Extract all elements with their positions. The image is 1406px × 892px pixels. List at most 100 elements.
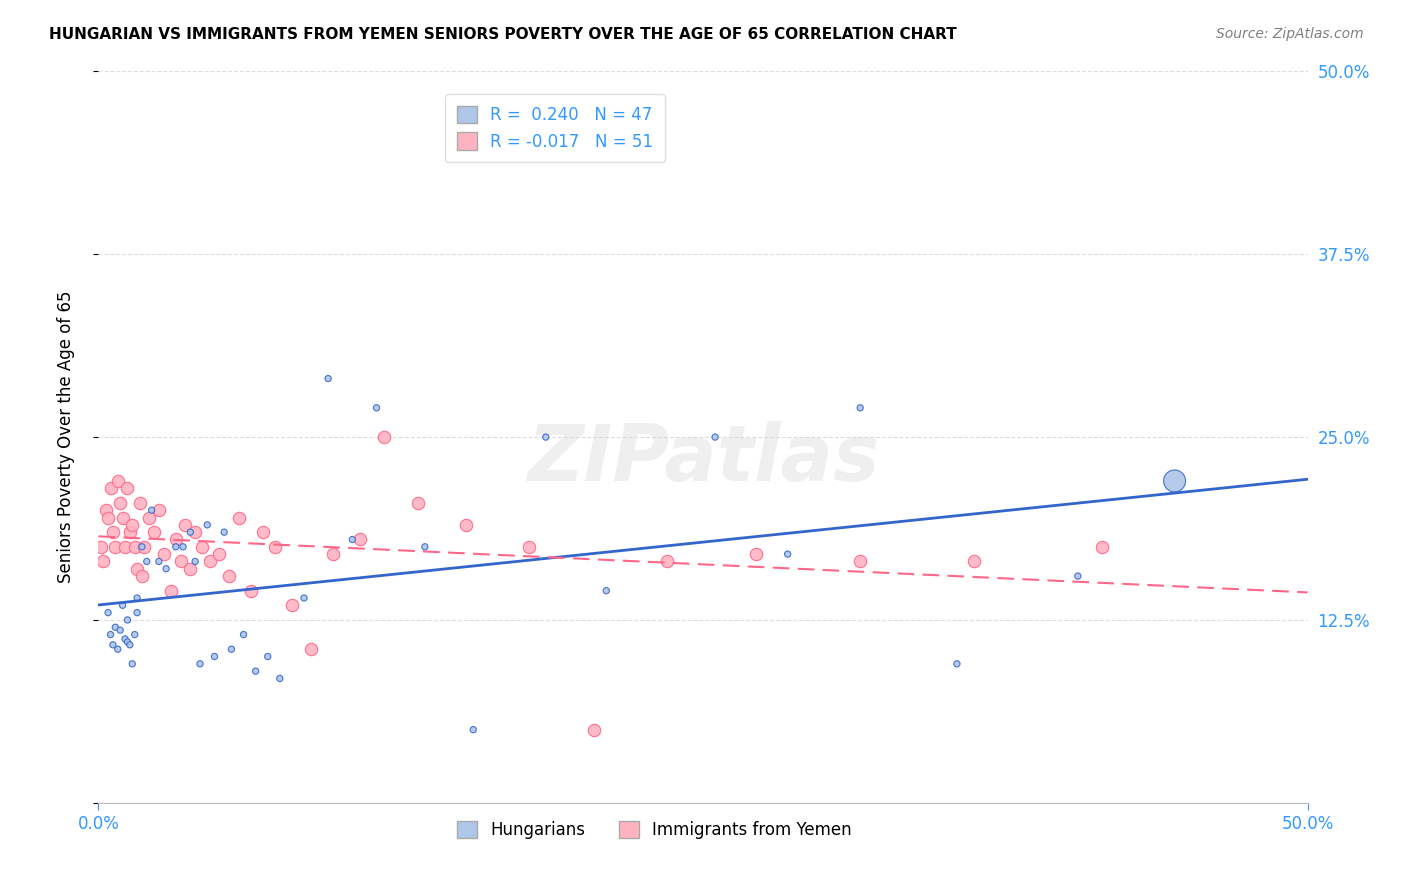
Point <box>218 569 240 583</box>
Point <box>179 525 201 540</box>
Text: ZIPatlas: ZIPatlas <box>527 421 879 497</box>
Point <box>849 554 872 568</box>
Point <box>463 723 485 737</box>
Point <box>198 554 221 568</box>
Point <box>583 723 606 737</box>
Text: Source: ZipAtlas.com: Source: ZipAtlas.com <box>1216 27 1364 41</box>
Point <box>152 547 174 561</box>
Point <box>114 540 136 554</box>
Y-axis label: Seniors Poverty Over the Age of 65: Seniors Poverty Over the Age of 65 <box>56 291 75 583</box>
Point <box>172 540 194 554</box>
Text: HUNGARIAN VS IMMIGRANTS FROM YEMEN SENIORS POVERTY OVER THE AGE OF 65 CORRELATIO: HUNGARIAN VS IMMIGRANTS FROM YEMEN SENIO… <box>49 27 957 42</box>
Point <box>138 510 160 524</box>
Point <box>101 525 124 540</box>
Point <box>141 503 163 517</box>
Point <box>179 562 201 576</box>
Point <box>1091 540 1114 554</box>
Point <box>534 430 557 444</box>
Point <box>195 517 218 532</box>
Point <box>118 638 141 652</box>
Point <box>104 540 127 554</box>
Point <box>104 620 127 634</box>
Point <box>963 554 986 568</box>
Point <box>108 496 131 510</box>
Point <box>256 649 278 664</box>
Point <box>517 540 540 554</box>
Point <box>111 599 134 613</box>
Point <box>184 554 207 568</box>
Point <box>281 599 304 613</box>
Point <box>155 562 177 576</box>
Point <box>239 583 262 598</box>
Point <box>127 606 149 620</box>
Point <box>349 533 371 547</box>
Point <box>704 430 727 444</box>
Point <box>299 642 322 657</box>
Point <box>124 627 146 641</box>
Point <box>91 554 114 568</box>
Point <box>406 496 429 510</box>
Point <box>127 562 149 576</box>
Point <box>191 540 214 554</box>
Point <box>101 638 124 652</box>
Point <box>90 540 112 554</box>
Point <box>94 503 117 517</box>
Point <box>228 510 250 524</box>
Point <box>131 569 153 583</box>
Point <box>946 657 969 671</box>
Point <box>160 583 183 598</box>
Point <box>269 672 291 686</box>
Point <box>118 525 141 540</box>
Point <box>107 642 129 657</box>
Point <box>97 606 120 620</box>
Point <box>169 554 191 568</box>
Point <box>121 517 143 532</box>
Legend: Hungarians, Immigrants from Yemen: Hungarians, Immigrants from Yemen <box>451 814 859 846</box>
Point <box>131 540 153 554</box>
Point <box>366 401 388 415</box>
Point <box>107 474 129 488</box>
Point <box>128 496 150 510</box>
Point <box>745 547 768 561</box>
Point <box>121 657 143 671</box>
Point <box>208 547 231 561</box>
Point <box>373 430 395 444</box>
Point <box>188 657 211 671</box>
Point <box>100 627 122 641</box>
Point <box>135 554 157 568</box>
Point <box>1067 569 1090 583</box>
Point <box>108 623 131 637</box>
Point <box>148 554 170 568</box>
Point <box>117 613 139 627</box>
Point <box>322 547 344 561</box>
Point <box>127 591 149 605</box>
Point <box>454 517 477 532</box>
Point <box>655 554 678 568</box>
Point <box>134 540 156 554</box>
Point <box>117 635 139 649</box>
Point <box>117 481 139 495</box>
Point <box>849 401 872 415</box>
Point <box>252 525 274 540</box>
Point <box>100 481 122 495</box>
Point <box>292 591 315 605</box>
Point <box>221 642 243 657</box>
Point <box>595 583 617 598</box>
Point <box>245 664 267 678</box>
Point <box>413 540 436 554</box>
Point <box>165 533 187 547</box>
Point <box>148 503 170 517</box>
Point <box>97 510 120 524</box>
Point <box>1163 474 1185 488</box>
Point <box>264 540 287 554</box>
Point <box>232 627 254 641</box>
Point <box>174 517 197 532</box>
Point <box>184 525 207 540</box>
Point <box>114 632 136 646</box>
Point <box>143 525 166 540</box>
Point <box>342 533 364 547</box>
Point <box>316 371 339 385</box>
Point <box>111 510 134 524</box>
Point <box>204 649 226 664</box>
Point <box>165 540 187 554</box>
